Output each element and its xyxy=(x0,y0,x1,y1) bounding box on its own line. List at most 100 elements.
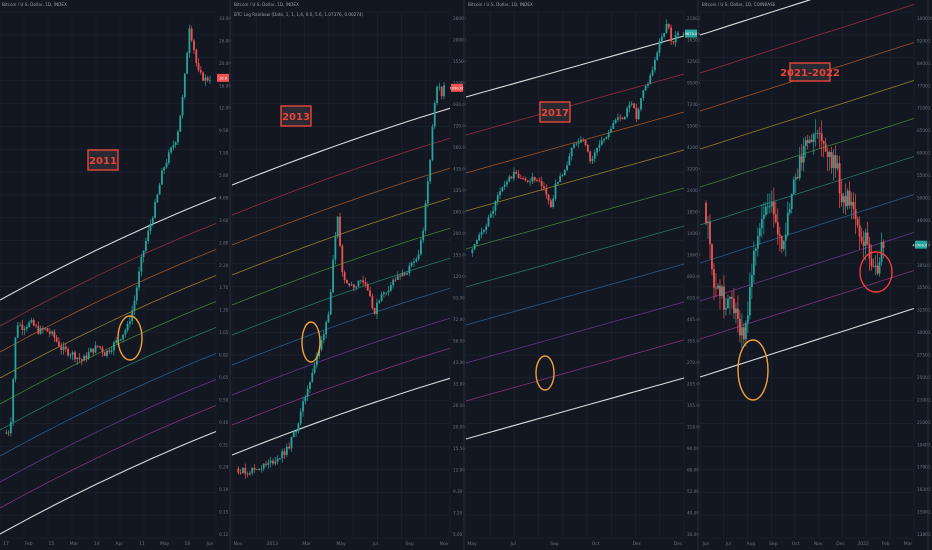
y-tick-label: 16500.00 xyxy=(687,38,707,43)
candle-body xyxy=(644,85,647,91)
candle-body xyxy=(279,458,281,459)
y-tick-label: 800.00 xyxy=(687,274,702,279)
x-tick-label: 14 xyxy=(94,541,100,547)
price-tag-label: 1090.00 xyxy=(450,86,466,90)
candle-body xyxy=(748,287,751,316)
candle-body xyxy=(612,123,615,129)
rainbow-band-red xyxy=(699,4,915,74)
candle-body xyxy=(842,196,845,203)
candle-body xyxy=(413,261,415,263)
candle-body xyxy=(570,147,573,157)
x-tick-label: Apr xyxy=(115,541,123,547)
candle-body xyxy=(161,170,163,185)
y-tick-label: 27500.00 xyxy=(917,353,932,358)
candle-body xyxy=(302,401,304,412)
candle-body xyxy=(656,52,659,60)
x-tick-label: 16 xyxy=(184,541,190,547)
candle-body xyxy=(350,284,353,286)
candle-body xyxy=(536,180,538,182)
candle-body xyxy=(248,472,251,475)
candle-body xyxy=(623,116,626,120)
x-tick-label: 11 xyxy=(139,541,145,547)
candle-body xyxy=(299,411,302,424)
x-tick-label: Feb xyxy=(25,541,33,547)
rainbow-band-yellow xyxy=(231,197,451,276)
rainbow-band-violet xyxy=(699,232,915,302)
candle-body xyxy=(204,77,207,81)
candle-body xyxy=(725,308,727,310)
candle-body xyxy=(526,180,529,182)
panel-header: Bitcoin / U.S. Dollar, 1D, COINBASE xyxy=(702,2,776,7)
candle-body xyxy=(772,201,775,215)
candle-body xyxy=(348,283,351,286)
candle-body xyxy=(177,131,179,143)
y-tick-label: 270.00 xyxy=(687,360,702,365)
y-tick-label: 68.00 xyxy=(687,468,699,473)
candle-body xyxy=(64,346,67,350)
candle-body xyxy=(723,286,725,310)
rainbow-band-white xyxy=(0,430,217,535)
candle-body xyxy=(297,423,300,431)
rainbow-band-purple xyxy=(699,270,915,340)
candle-body xyxy=(163,167,166,171)
rainbow-band-violet xyxy=(0,379,217,483)
candle-body xyxy=(193,40,195,50)
candle-body xyxy=(596,147,599,153)
candle-body xyxy=(647,84,649,86)
candle-body xyxy=(586,145,589,152)
candle-body xyxy=(190,28,193,41)
candle-body xyxy=(485,226,488,231)
candle-body xyxy=(436,86,438,104)
candle-body xyxy=(582,139,585,141)
candle-body xyxy=(816,133,819,134)
y-tick-label: 465.00 xyxy=(687,317,702,322)
candle-body xyxy=(790,194,793,209)
candle-body xyxy=(510,176,513,179)
rainbow-band-purple xyxy=(465,339,685,402)
candle-body xyxy=(101,347,104,353)
candle-body xyxy=(366,284,369,291)
candle-body xyxy=(44,328,47,330)
candle-body xyxy=(672,41,675,43)
candle-body xyxy=(860,236,863,242)
x-tick-label: Dec xyxy=(836,541,845,547)
candle-body xyxy=(605,137,608,139)
candle-body xyxy=(376,302,378,314)
candle-body xyxy=(80,359,83,361)
y-tick-label: 0.50 xyxy=(219,397,229,402)
candle-body xyxy=(814,133,817,135)
year-label: 2011 xyxy=(89,156,117,167)
candle-body xyxy=(774,214,777,222)
y-tick-label: 32500.00 xyxy=(917,308,932,313)
candle-body xyxy=(852,201,855,209)
candle-body xyxy=(42,328,44,330)
y-tick-label: 23000.00 xyxy=(917,397,932,402)
highlight-circle-orange xyxy=(301,321,321,363)
panel-bg xyxy=(700,0,928,550)
y-tick-label: 5.60 xyxy=(453,532,463,537)
candle-body xyxy=(28,322,31,327)
candle-body xyxy=(707,221,709,224)
candle-body xyxy=(85,355,88,359)
candle-body xyxy=(750,274,753,288)
candle-body xyxy=(667,23,670,28)
candle-body xyxy=(798,156,801,179)
y-tick-label: 90.00 xyxy=(687,446,699,451)
y-tick-label: 0.12 xyxy=(219,532,229,537)
candle-body xyxy=(251,467,254,473)
candle-body xyxy=(628,104,631,109)
candle-body xyxy=(496,195,499,202)
y-tick-label: 35500.00 xyxy=(917,285,932,290)
candle-body xyxy=(780,236,783,249)
rainbow-band-orange xyxy=(231,167,451,246)
candle-body xyxy=(16,325,19,338)
candle-body xyxy=(519,177,522,179)
x-tick-label: Aug xyxy=(746,541,755,547)
candle-body xyxy=(151,217,154,225)
rainbow-band-teal xyxy=(465,225,685,288)
candle-body xyxy=(515,171,518,174)
x-tick-label: Sep xyxy=(405,541,414,547)
candle-body xyxy=(274,461,277,464)
candle-body xyxy=(733,298,735,314)
x-tick-label: Oct xyxy=(592,541,600,547)
